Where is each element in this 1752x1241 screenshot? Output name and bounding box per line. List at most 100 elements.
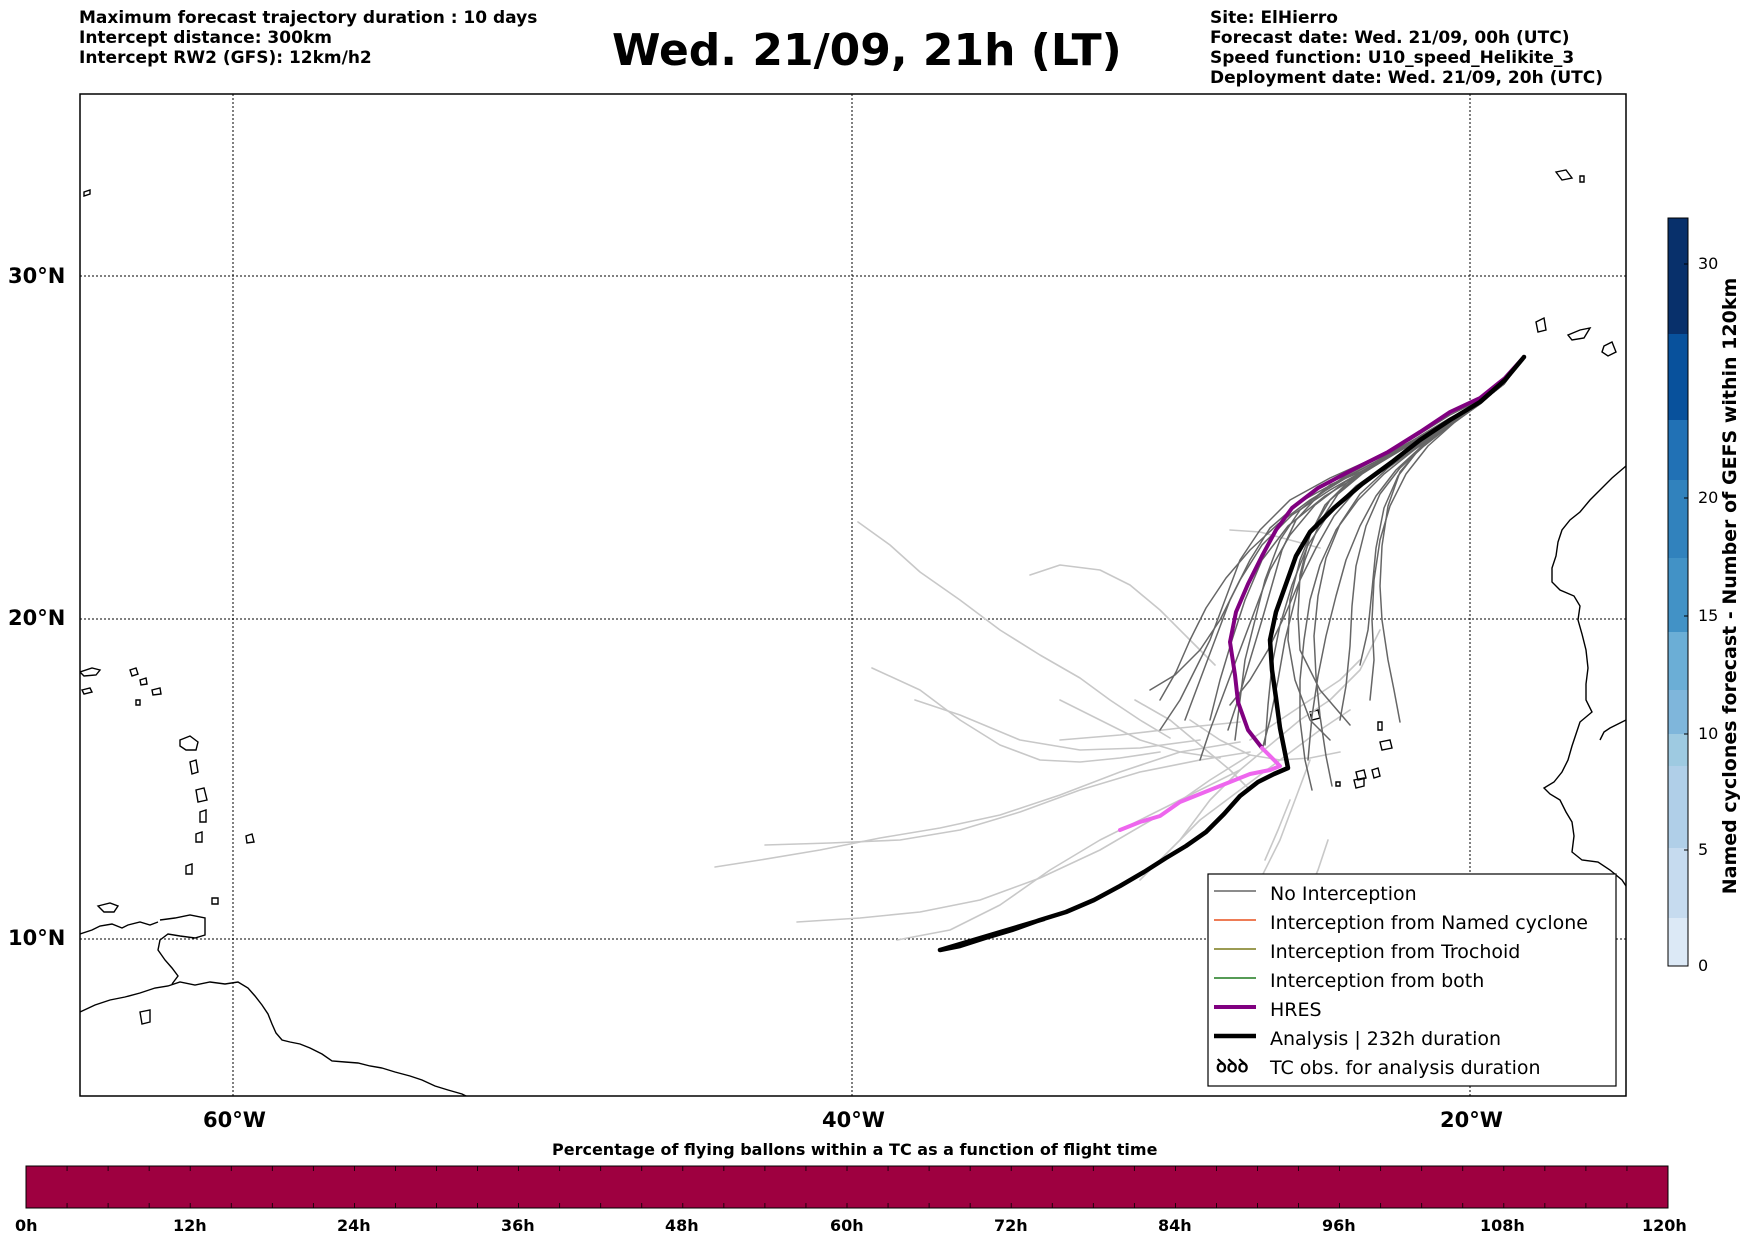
no-interception-trajectory — [1261, 356, 1525, 751]
coastline-south-america — [80, 981, 468, 1096]
colorbar-right-seg — [1668, 420, 1688, 480]
legend-label-both: Interception from both — [1270, 970, 1485, 992]
island-canary-1 — [1535, 316, 1547, 333]
cb-bottom-tick-label: 108h — [1480, 1216, 1525, 1235]
cb-right-tick-label: 15 — [1698, 606, 1719, 625]
launch-site-marker — [1522, 355, 1526, 359]
island-tobago — [211, 897, 219, 905]
no-interception-trajectory — [1159, 356, 1525, 731]
cb-right-tick-label: 30 — [1698, 254, 1719, 273]
coastline-africa-detail — [1599, 719, 1626, 741]
no-interception-trajectory — [1339, 356, 1525, 721]
island-virgin — [80, 687, 94, 695]
no-interception-trajectory — [1299, 356, 1525, 791]
colorbar-right-seg — [1668, 480, 1688, 558]
island-guadeloupe — [179, 735, 199, 751]
cb-bottom-tick-label: 84h — [1158, 1216, 1192, 1235]
lon-label-20w: 20°W — [1440, 1108, 1503, 1132]
island-puerto-rico — [80, 667, 102, 677]
no-interception-trajectory — [1297, 356, 1525, 726]
legend-label-tc-obs: TC obs. for analysis duration — [1270, 1057, 1541, 1079]
speed-function-text: Speed function: U10_speed_Helikite_3 — [1210, 48, 1575, 68]
no-interception-trajectory — [1369, 356, 1525, 701]
island-montserrat — [135, 699, 141, 706]
cb-bottom-tick-label: 24h — [337, 1216, 371, 1235]
island-canary-3 — [1601, 341, 1617, 357]
trajectories — [714, 354, 1527, 953]
no-interception-trajectory — [1209, 356, 1525, 721]
light-trajectory — [796, 754, 1251, 923]
island-cape-verde-3 — [1379, 739, 1393, 751]
island-leeward-1 — [129, 667, 139, 677]
cb-bottom-tick-label: 60h — [830, 1216, 864, 1235]
cb-right-tick-label: 5 — [1698, 840, 1709, 859]
lon-label-40w: 40°W — [822, 1108, 885, 1132]
lat-label-20n: 20°N — [8, 606, 66, 630]
legend-label-trochoid: Interception from Trochoid — [1270, 941, 1521, 963]
lat-label-30n: 30°N — [8, 264, 66, 288]
header-right: Site: ElHierro Forecast date: Wed. 21/09… — [1210, 8, 1603, 88]
no-interception-trajectory — [1287, 356, 1525, 741]
light-trajectory — [1189, 719, 1341, 761]
light-trajectory — [871, 667, 1161, 763]
legend-label-no-interception: No Interception — [1270, 883, 1417, 905]
site-text: Site: ElHierro — [1210, 8, 1338, 28]
no-interception-trajectory — [1199, 356, 1525, 761]
colorbar-right-seg — [1668, 334, 1688, 420]
island-antigua — [151, 687, 162, 696]
colorbar-right-frame — [1667, 217, 1689, 967]
island-st-vincent — [195, 831, 203, 843]
colorbar-right-seg — [1668, 558, 1688, 632]
tc-obs-symbol-icon: ꝺꝺꝺ — [1216, 1056, 1249, 1077]
cb-bottom-tick-label: 120h — [1642, 1216, 1687, 1235]
colorbar-bottom-fill — [25, 1165, 1669, 1209]
light-trajectory — [914, 699, 1201, 751]
colorbar-right-seg — [1668, 766, 1688, 848]
cb-bottom-tick-label: 96h — [1322, 1216, 1356, 1235]
analysis-trajectory — [937, 354, 1527, 953]
legend-label-hres: HRES — [1270, 999, 1322, 1021]
coastlines — [80, 169, 1626, 1096]
light-trajectory — [764, 751, 1251, 846]
hres-tail-trajectory — [1118, 746, 1282, 832]
cb-bottom-tick-label: 12h — [173, 1216, 207, 1235]
no-interception-trajectory — [1234, 356, 1525, 741]
island-madeira — [1554, 169, 1574, 181]
legend — [1207, 873, 1617, 1087]
light-trajectory — [896, 769, 1241, 941]
light-trajectory — [714, 741, 1241, 868]
intercept-rw2-text: Intercept RW2 (GFS): 12km/h2 — [79, 48, 372, 68]
max-duration-text: Maximum forecast trajectory duration : 1… — [79, 8, 538, 28]
colorbar-right-seg — [1668, 848, 1688, 918]
island-bermuda — [83, 189, 91, 197]
page-title: Wed. 21/09, 21h (LT) — [612, 25, 1122, 76]
light-trajectory — [1179, 629, 1381, 841]
island-martinique — [195, 787, 208, 803]
light-trajectories — [714, 521, 1381, 941]
legend-label-named-cyclone: Interception from Named cyclone — [1270, 912, 1588, 934]
colorbar-right-label: Named cyclones forecast - Number of GEFS… — [1719, 277, 1741, 895]
colorbar-right-seg — [1668, 690, 1688, 734]
light-trajectory — [1029, 564, 1216, 666]
island-leeward-2 — [139, 677, 148, 686]
no-interception-trajectory — [1313, 356, 1525, 787]
cb-bottom-tick-label: 0h — [15, 1216, 38, 1235]
island-curacao — [139, 1009, 151, 1025]
cb-bottom-tick-label: 72h — [994, 1216, 1028, 1235]
cb-right-tick-label: 20 — [1698, 488, 1719, 507]
map-gridlines — [80, 94, 1626, 1096]
right-colorbar — [1667, 217, 1689, 967]
coastline-paraguana — [96, 902, 120, 913]
colorbar-right-seg — [1668, 218, 1688, 334]
intercept-distance-text: Intercept distance: 300km — [79, 28, 332, 48]
legend-label-analysis: Analysis | 232h duration — [1270, 1028, 1502, 1050]
island-cape-verde-2 — [1377, 721, 1383, 731]
colorbar-right-seg — [1668, 734, 1688, 766]
island-cape-verde-5 — [1371, 767, 1381, 779]
island-grenada — [185, 863, 193, 875]
island-dominica — [189, 759, 199, 775]
island-canary-2 — [1566, 327, 1592, 341]
header-left: Maximum forecast trajectory duration : 1… — [79, 8, 537, 68]
deployment-date-text: Deployment date: Wed. 21/09, 20h (UTC) — [1210, 68, 1604, 88]
